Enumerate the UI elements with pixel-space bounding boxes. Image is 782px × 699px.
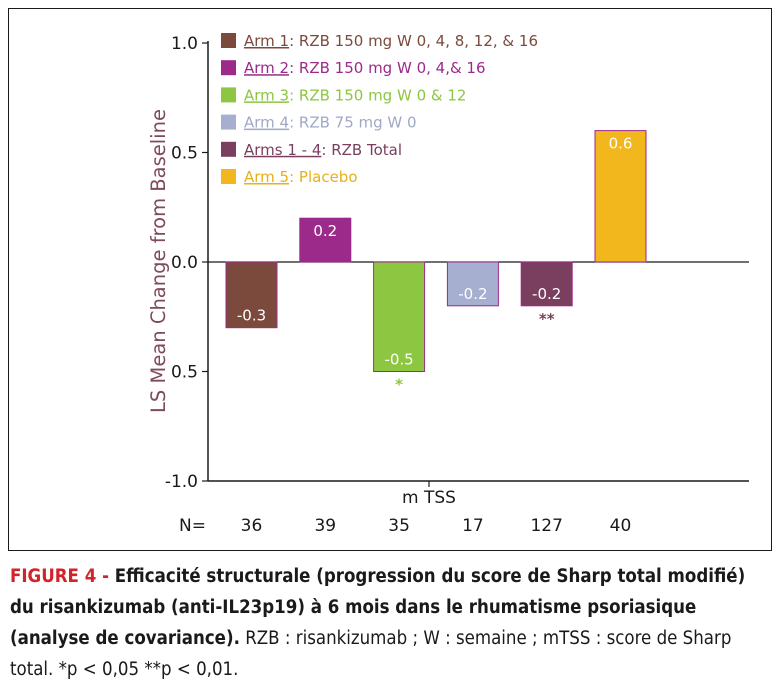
bar-value-label: -0.3 xyxy=(237,307,266,325)
bar xyxy=(446,261,499,307)
y-tick-label: 0.5 xyxy=(171,144,198,164)
legend-swatch xyxy=(221,141,236,157)
legend-desc: : RZB 150 mg W 0 & 12 xyxy=(289,86,466,104)
legend-desc: : RZB Total xyxy=(321,141,402,159)
legend-desc: : Placebo xyxy=(289,168,357,186)
n-value-label: 39 xyxy=(314,516,336,536)
legend-entry: Arm 3: RZB 150 mg W 0 & 12 xyxy=(244,86,466,104)
n-value-label: 36 xyxy=(241,516,263,536)
y-tick-label: 0.0 xyxy=(171,253,198,273)
chart-frame: LS Mean Change from Baseline 1.0 0.5 0.0 0.… xyxy=(8,8,772,551)
bars: -0.3 0.2 -0.5 * -0.2 -0.2 ** 0.6 xyxy=(225,130,647,394)
y-tick-label: 1.0 xyxy=(171,34,198,54)
bar-value-label: -0.5 xyxy=(384,351,413,369)
legend-entry: Arms 1 - 4: RZB Total xyxy=(244,141,402,159)
legend-arm: Arm 2 xyxy=(244,59,289,77)
caption-title: Efficacité structurale (progression du s… xyxy=(10,566,746,649)
significance-marker: ** xyxy=(539,310,555,328)
caption-body: RZB : risankizumab ; W : semaine ; mTSS … xyxy=(10,628,732,680)
bar-value-label: 0.2 xyxy=(313,222,337,240)
y-tick-label: 0.5 xyxy=(171,363,198,383)
n-labels: 36 39 35 17 127 40 xyxy=(241,516,632,536)
n-value-label: 17 xyxy=(462,516,484,536)
bar-value-label: -0.2 xyxy=(458,285,487,303)
caption-figure-label: FIGURE 4 - xyxy=(10,566,115,587)
x-axis-label: m TSS xyxy=(402,488,456,508)
n-value-label: 35 xyxy=(388,516,410,536)
legend-arm: Arm 3 xyxy=(244,86,289,104)
legend-swatch xyxy=(221,87,236,103)
legend-arm: Arm 5 xyxy=(244,168,289,186)
n-value-label: 127 xyxy=(530,516,562,536)
legend-arm: Arm 4 xyxy=(244,114,289,132)
bar xyxy=(520,261,573,307)
bar-value-label: 0.6 xyxy=(609,135,633,153)
n-prefix: N= xyxy=(179,516,206,536)
bar xyxy=(373,261,426,372)
legend-entry: Arm 2: RZB 150 mg W 0, 4,& 16 xyxy=(244,59,486,77)
bar-value-label: -0.2 xyxy=(532,285,561,303)
y-axis-label: LS Mean Change from Baseline xyxy=(147,109,170,413)
bar xyxy=(594,130,647,263)
y-ticks: 1.0 0.5 0.0 0.5 -1.0 xyxy=(165,34,208,492)
legend-desc: : RZB 150 mg W 0, 4,& 16 xyxy=(289,59,485,77)
bar-chart: LS Mean Change from Baseline 1.0 0.5 0.0 0.… xyxy=(147,32,749,536)
legend-entry: Arm 1: RZB 150 mg W 0, 4, 8, 12, & 16 xyxy=(244,32,538,50)
bar xyxy=(225,261,278,329)
legend-swatch xyxy=(221,169,236,184)
legend-desc: : RZB 150 mg W 0, 4, 8, 12, & 16 xyxy=(289,32,538,50)
legend-arm: Arm 1 xyxy=(244,32,289,50)
legend-swatch xyxy=(221,33,236,48)
y-tick-label: -1.0 xyxy=(165,472,198,492)
significance-marker: * xyxy=(395,376,403,394)
legend: Arm 1: RZB 150 mg W 0, 4, 8, 12, & 16Arm… xyxy=(221,32,538,186)
figure-caption: FIGURE 4 - Efficacité structurale (progr… xyxy=(10,561,774,685)
legend-arm: Arms 1 - 4 xyxy=(244,141,321,159)
legend-desc: : RZB 75 mg W 0 xyxy=(289,114,416,132)
legend-swatch xyxy=(221,114,236,130)
n-value-label: 40 xyxy=(610,516,632,536)
legend-entry: Arm 5: Placebo xyxy=(244,168,358,186)
legend-swatch xyxy=(221,60,236,76)
bar xyxy=(299,217,352,263)
legend-entry: Arm 4: RZB 75 mg W 0 xyxy=(244,114,417,132)
